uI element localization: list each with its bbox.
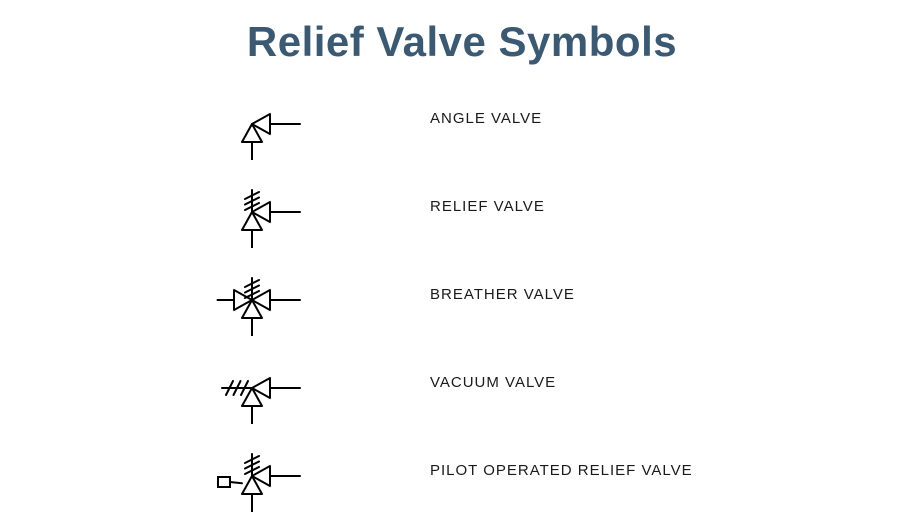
symbol-row-breather-valve: BREATHER VALVE [0, 250, 924, 338]
pilot-operated-relief-valve-icon [0, 428, 320, 512]
pilot-operated-relief-valve-label: PILOT OPERATED RELIEF VALVE [320, 462, 924, 479]
vacuum-valve-icon [0, 340, 320, 424]
relief-valve-icon [0, 164, 320, 248]
angle-valve-label: ANGLE VALVE [320, 110, 924, 127]
angle-valve-icon [0, 76, 320, 160]
breather-valve-label: BREATHER VALVE [320, 286, 924, 303]
symbol-row-vacuum-valve: VACUUM VALVE [0, 338, 924, 426]
symbol-row-angle-valve: ANGLE VALVE [0, 74, 924, 162]
vacuum-valve-label: VACUUM VALVE [320, 374, 924, 391]
page-title: Relief Valve Symbols [0, 18, 924, 66]
symbol-row-relief-valve: RELIEF VALVE [0, 162, 924, 250]
breather-valve-icon [0, 252, 320, 336]
symbols-list: ANGLE VALVE RELIEF VALVE BREATHER VALVE VAC… [0, 74, 924, 514]
relief-valve-label: RELIEF VALVE [320, 198, 924, 215]
symbol-row-pilot-operated-relief-valve: PILOT OPERATED RELIEF VALVE [0, 426, 924, 514]
